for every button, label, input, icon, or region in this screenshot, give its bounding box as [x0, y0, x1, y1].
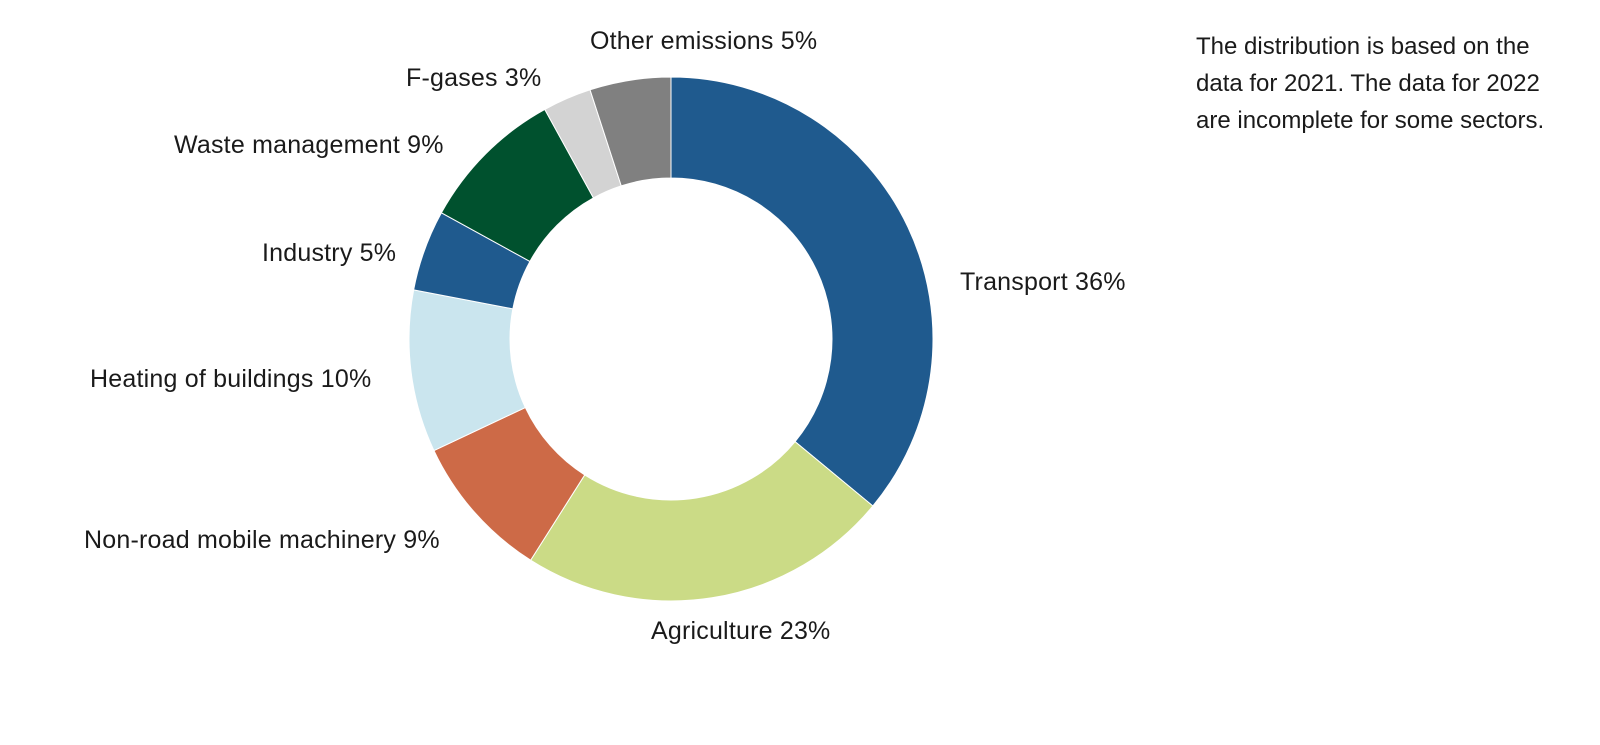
label-transport: Transport 36%: [960, 268, 1126, 296]
label-heating-of-buildings: Heating of buildings 10%: [90, 365, 372, 393]
label-other-emissions: Other emissions 5%: [590, 27, 818, 55]
label-waste-management: Waste management 9%: [174, 131, 444, 159]
label-industry: Industry 5%: [262, 239, 397, 267]
donut-slices: [408, 76, 934, 602]
slice-other-emissions: [589, 76, 672, 187]
label-f-gases: F-gases 3%: [406, 64, 542, 92]
label-non-road-mobile-machinery: Non-road mobile machinery 9%: [84, 526, 440, 554]
slice-agriculture: [529, 440, 874, 602]
chart-note: The distribution is based on the data fo…: [1196, 33, 1545, 134]
slice-transport: [670, 76, 934, 507]
label-agriculture: Agriculture 23%: [651, 617, 831, 645]
